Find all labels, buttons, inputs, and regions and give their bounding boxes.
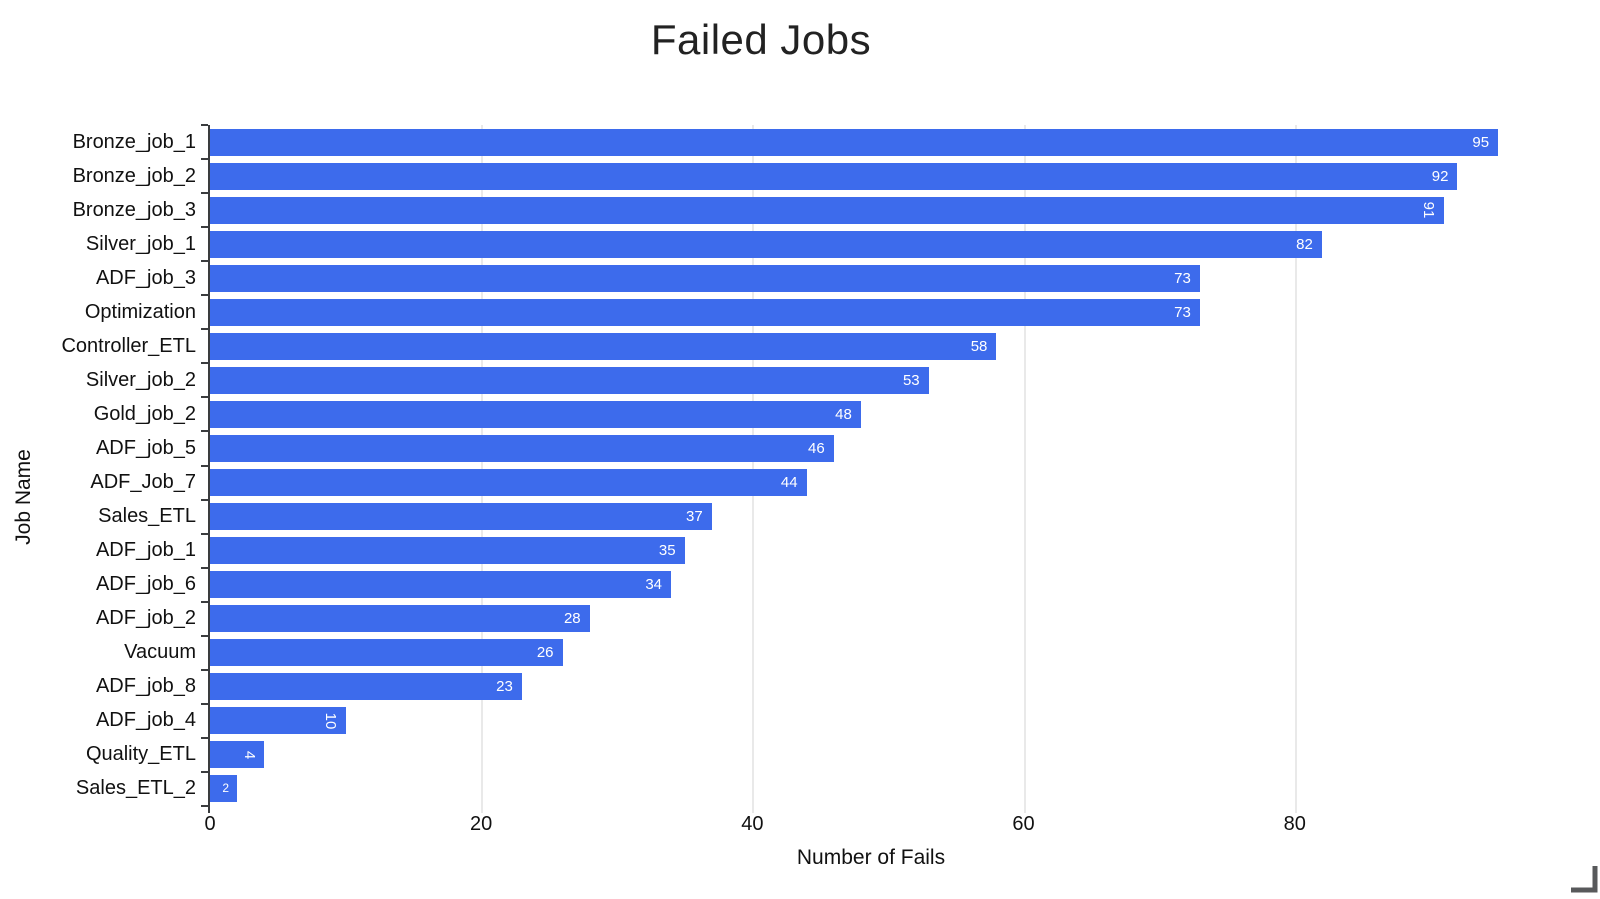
- y-tick-label: Bronze_job_2: [72, 164, 196, 187]
- y-axis-tick: [201, 396, 208, 399]
- y-axis-tick: [201, 192, 208, 195]
- y-axis-tick: [201, 294, 208, 297]
- bar-value-label: 95: [1472, 133, 1490, 151]
- y-axis-tick: [201, 430, 208, 433]
- bar[interactable]: 34: [210, 571, 671, 599]
- y-axis-tick: [201, 328, 208, 331]
- gridline: [481, 125, 484, 813]
- x-tick-label: 0: [204, 813, 216, 835]
- bar[interactable]: 10: [210, 707, 346, 735]
- bar[interactable]: 44: [210, 469, 807, 497]
- y-tick-label: ADF_job_3: [95, 266, 196, 289]
- x-tick-label: 20: [470, 813, 493, 835]
- y-axis-tick: [201, 634, 208, 637]
- y-axis-tick: [201, 805, 208, 807]
- y-axis-tick: [201, 158, 208, 161]
- y-tick-label: Sales_ETL_2: [75, 777, 196, 800]
- y-axis-tick: [201, 668, 208, 671]
- bar-value-label: 23: [496, 678, 513, 696]
- bar-value-label: 73: [1174, 303, 1191, 321]
- y-tick-label: Controller_ETL: [61, 334, 196, 357]
- y-axis-tick: [201, 566, 208, 569]
- bar-value-label: 10: [322, 712, 340, 730]
- y-axis-tick: [201, 736, 208, 739]
- bar[interactable]: 53: [210, 366, 929, 394]
- gridline: [752, 125, 755, 813]
- x-tick-label: 40: [741, 813, 764, 835]
- x-tick-label: 60: [1012, 813, 1035, 835]
- bar-value-label: 26: [536, 644, 554, 662]
- y-tick-label: Quality_ETL: [85, 743, 196, 766]
- bar[interactable]: 26: [210, 639, 563, 667]
- bar-value-label: 28: [563, 610, 581, 628]
- bar[interactable]: 46: [210, 434, 834, 462]
- y-tick-label: Sales_ETL: [98, 505, 196, 528]
- gridline: [1023, 125, 1026, 813]
- y-axis-tick: [201, 362, 208, 365]
- bar[interactable]: 73: [210, 298, 1200, 326]
- y-axis-labels: Bronze_job_1 Bronze_job_2 Bronze_job_3 Silv…: [0, 125, 196, 806]
- y-tick-label: Silver_job_2: [85, 368, 196, 391]
- y-axis-tick: [201, 226, 208, 229]
- y-axis-tick: [201, 498, 208, 501]
- bar[interactable]: 58: [210, 332, 997, 360]
- x-axis-title: Number of Fails: [796, 846, 946, 869]
- gridline: [1294, 125, 1297, 813]
- bar-value-label: 4: [240, 750, 258, 760]
- resize-handle-icon[interactable]: [1569, 864, 1599, 894]
- bar-value-label: 34: [645, 576, 662, 594]
- bar-value-label: 48: [835, 405, 852, 423]
- bar[interactable]: 95: [210, 128, 1499, 156]
- y-axis-tick: [201, 702, 208, 705]
- bar[interactable]: 23: [210, 673, 522, 701]
- y-tick-label: Vacuum: [124, 641, 196, 664]
- bar-value-label: 58: [970, 337, 988, 355]
- bar-value-label: 2: [222, 781, 230, 796]
- y-axis-tick: [201, 124, 208, 126]
- bar[interactable]: 28: [210, 605, 590, 633]
- bar[interactable]: 37: [210, 503, 712, 531]
- bar-value-label: 92: [1431, 167, 1449, 185]
- bar[interactable]: 73: [210, 264, 1200, 292]
- bar-value-label: 73: [1174, 269, 1191, 287]
- y-axis-tick: [201, 770, 208, 773]
- bar[interactable]: 35: [210, 537, 685, 565]
- x-tick-label: 80: [1283, 813, 1306, 835]
- bar-value-label: 91: [1420, 201, 1438, 219]
- y-tick-label: ADF_job_5: [95, 436, 196, 459]
- y-tick-label: ADF_job_6: [95, 573, 196, 596]
- y-axis-line: [208, 125, 210, 813]
- y-tick-label: Bronze_job_1: [72, 130, 196, 153]
- y-axis-tick: [201, 260, 208, 263]
- bar[interactable]: 2: [210, 775, 238, 803]
- bar[interactable]: 48: [210, 400, 861, 428]
- plot-area: 95 92 91 82 73 73 58 53 48 46 44 37 35 34 28 26 23 10 4 2: [201, 124, 1532, 813]
- bar-value-label: 35: [658, 542, 676, 560]
- y-tick-label: Gold_job_2: [93, 402, 196, 425]
- y-axis-tick: [201, 532, 208, 535]
- y-tick-label: ADF_job_8: [95, 675, 196, 698]
- bar-value-label: 37: [685, 508, 703, 526]
- y-axis-tick: [201, 464, 208, 467]
- bar[interactable]: 92: [210, 162, 1458, 190]
- bar-value-label: 44: [780, 474, 798, 492]
- y-tick-label: ADF_job_4: [95, 709, 196, 732]
- chart-title: Failed Jobs: [650, 16, 872, 63]
- y-tick-label: Bronze_job_3: [72, 198, 196, 221]
- bar-value-label: 53: [902, 371, 920, 389]
- y-tick-label: ADF_job_1: [95, 539, 196, 562]
- y-tick-label: ADF_Job_7: [90, 471, 196, 494]
- y-tick-label: ADF_job_2: [95, 607, 196, 630]
- y-axis-tick: [201, 600, 208, 603]
- x-axis-tick-labels: 0 20 40 60 80: [204, 813, 1532, 839]
- y-tick-label: Optimization: [84, 300, 196, 323]
- y-tick-label: Silver_job_1: [85, 232, 196, 255]
- bar[interactable]: 82: [210, 230, 1322, 258]
- bar-value-label: 82: [1296, 235, 1313, 253]
- bar[interactable]: 4: [210, 741, 265, 769]
- bar-value-label: 46: [808, 439, 825, 457]
- bar[interactable]: 91: [210, 196, 1444, 224]
